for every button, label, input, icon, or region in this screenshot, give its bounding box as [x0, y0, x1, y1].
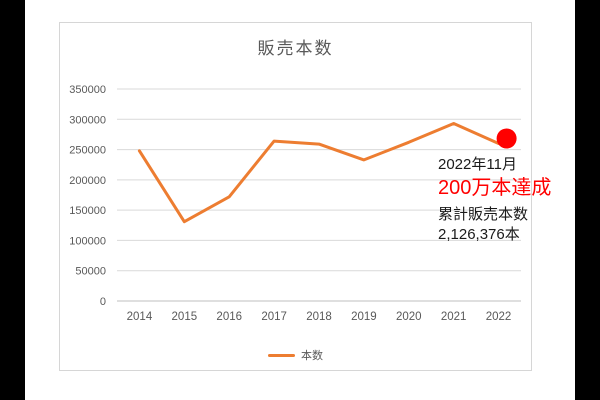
- x-tick-label: 2018: [306, 311, 332, 323]
- x-tick-label: 2019: [351, 311, 377, 323]
- x-tick-label: 2020: [396, 311, 422, 323]
- highlight-dot: [496, 128, 517, 149]
- chart-title: 販売本数: [257, 39, 334, 58]
- y-tick-label: 300000: [69, 114, 106, 126]
- legend-label: 本数: [301, 350, 323, 362]
- legend-line-swatch: [268, 353, 295, 357]
- annotation-milestone: 200万本達成: [438, 177, 552, 199]
- sales-line: [137, 122, 501, 224]
- y-tick-label: 50000: [75, 266, 106, 278]
- x-tick-label: 2016: [216, 311, 242, 323]
- line-chart-svg: 0 50000 100000 150000 200000 250000 300000 3500…: [69, 84, 521, 323]
- y-tick-label: 250000: [69, 145, 106, 157]
- annotation-date: 2022年11月: [438, 156, 517, 173]
- y-tick-label: 350000: [69, 84, 106, 96]
- y-tick-label: 150000: [69, 205, 106, 217]
- x-tick-label: 2022: [486, 311, 512, 323]
- legend: 本数: [60, 347, 531, 363]
- x-tick-label: 2017: [261, 311, 287, 323]
- x-tick-label: 2014: [127, 311, 153, 323]
- x-tick-label: 2021: [441, 311, 467, 323]
- right-black-bar: [575, 0, 600, 400]
- annotation-cumulative-value: 2,126,376本: [438, 226, 520, 243]
- chart-panel: 販売本数 0 50000 100000 150000 200000 250000 30000…: [59, 22, 551, 371]
- y-tick-label: 100000: [69, 235, 106, 247]
- y-tick-label: 200000: [69, 175, 106, 187]
- left-black-bar: [0, 0, 25, 400]
- x-tick-label: 2015: [172, 311, 198, 323]
- annotation: 2022年11月 200万本達成 累計販売本数 2,126,376本: [438, 154, 600, 245]
- annotation-cumulative-label: 累計販売本数: [438, 206, 529, 223]
- y-tick-label: 0: [100, 296, 106, 308]
